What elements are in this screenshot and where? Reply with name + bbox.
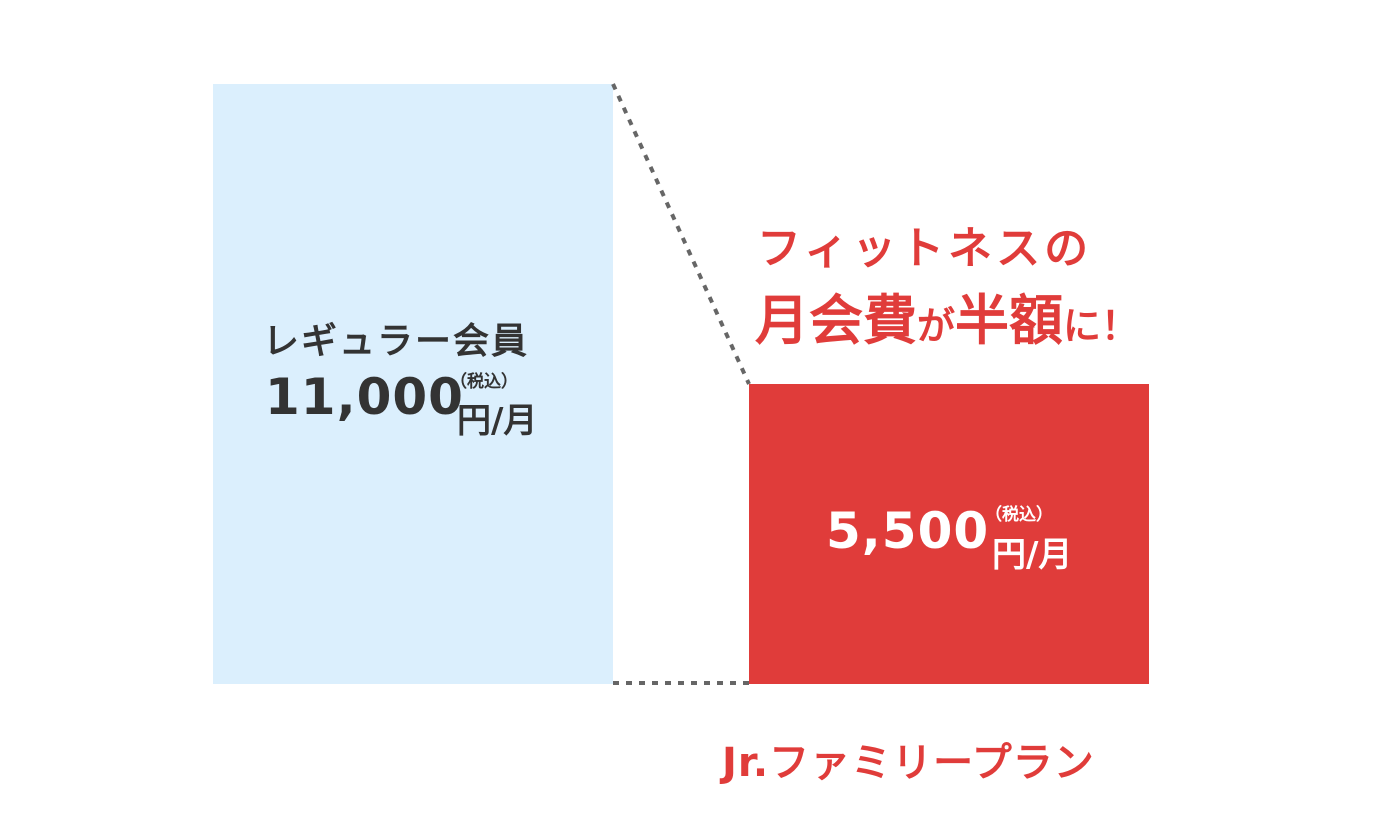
headline-half-price: 半額 xyxy=(955,289,1064,352)
regular-member-label: レギュラー会員 xyxy=(263,321,530,362)
plan-name-label: Jr.ファミリープラン xyxy=(722,740,1095,786)
regular-unit: 円/月 xyxy=(457,401,538,441)
plan-price: 5,500 xyxy=(826,502,990,560)
headline-line2: 月会費が半額に！ xyxy=(755,276,1139,355)
bar-regular xyxy=(213,84,613,684)
headline-ni: に！ xyxy=(1063,304,1140,348)
plan-tax-note: （税込） xyxy=(985,505,1053,525)
headline-monthly-fee: 月会費 xyxy=(755,289,917,352)
headline-line1: フィットネスの xyxy=(757,223,1093,274)
headline-particle-ga: が xyxy=(917,304,956,348)
regular-tax-note: （税込） xyxy=(450,372,518,392)
regular-price: 11,000 xyxy=(265,368,464,426)
connector-top-dotted-line xyxy=(611,83,751,385)
plan-unit: 円/月 xyxy=(992,535,1073,575)
bar-jr-family-plan xyxy=(749,384,1149,684)
